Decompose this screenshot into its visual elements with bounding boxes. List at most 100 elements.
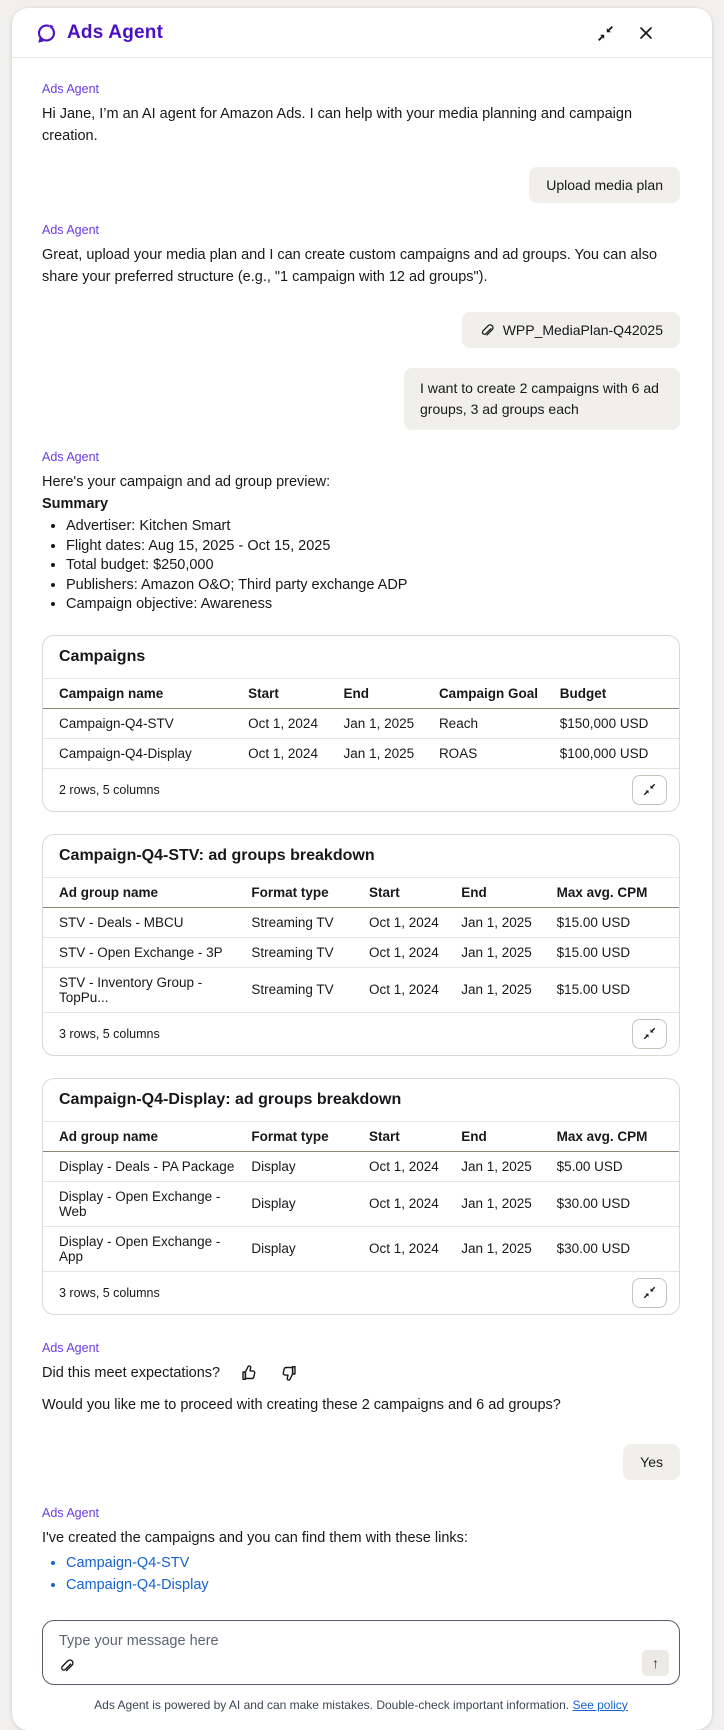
send-button[interactable]: ↑ xyxy=(642,1649,669,1676)
uploaded-file-chip: WPP_MediaPlan-Q42025 xyxy=(461,312,680,348)
table-title: Campaign-Q4-STV: ad groups breakdown xyxy=(43,835,679,878)
table-cell: Display - Open Exchange - Web xyxy=(43,1181,244,1227)
thumbs-down-button[interactable] xyxy=(278,1362,300,1384)
campaigns-table-card: Campaigns Campaign name Start End Campai… xyxy=(42,634,680,812)
see-policy-link[interactable]: See policy xyxy=(572,1697,628,1712)
table-cell: Display - Open Exchange - App xyxy=(43,1226,244,1272)
campaign-links-list: Campaign-Q4-STV Campaign-Q4-Display xyxy=(42,1552,680,1596)
proceed-question: Would you like me to proceed with creati… xyxy=(42,1396,561,1413)
list-item: Campaign-Q4-STV xyxy=(66,1552,680,1574)
display-adgroups-table-card: Campaign-Q4-Display: ad groups breakdown… xyxy=(42,1077,680,1315)
message-composer: ↑ xyxy=(42,1619,680,1685)
agent-name-label: Ads Agent xyxy=(42,1340,99,1355)
table-cell: Oct 1, 2024 xyxy=(240,738,336,769)
table-cell: Oct 1, 2024 xyxy=(360,1181,454,1227)
column-header: Max avg. CPM xyxy=(548,877,679,908)
column-header: Start xyxy=(360,877,454,908)
column-header: End xyxy=(453,1121,549,1152)
send-arrow-icon: ↑ xyxy=(652,1654,659,1671)
agent-message: Ads Agent Here's your campaign and ad gr… xyxy=(42,450,680,615)
table-row: Display - Deals - PA Package Display Oct… xyxy=(43,1151,679,1182)
table-cell: $15.00 USD xyxy=(548,907,679,938)
table-cell: $150,000 USD xyxy=(551,708,679,739)
summary-item: Advertiser: Kitchen Smart xyxy=(66,517,680,537)
table-cell: ROAS xyxy=(430,738,552,769)
table-cell: $5.00 USD xyxy=(548,1151,679,1182)
paperclip-icon xyxy=(61,1658,74,1671)
message-input[interactable] xyxy=(57,1630,665,1655)
table-collapse-button[interactable] xyxy=(632,1018,667,1049)
table-cell: Jan 1, 2025 xyxy=(453,1181,549,1227)
table-cell: Oct 1, 2024 xyxy=(360,1226,454,1272)
summary-heading: Summary xyxy=(42,496,109,512)
paperclip-icon xyxy=(479,323,494,338)
agent-name-label: Ads Agent xyxy=(42,450,99,464)
table-cell: Display xyxy=(243,1181,361,1227)
summary-item: Campaign objective: Awareness xyxy=(66,595,680,615)
table-row: STV - Deals - MBCU Streaming TV Oct 1, 2… xyxy=(43,907,679,938)
list-item: Campaign-Q4-Display xyxy=(66,1574,680,1596)
campaign-link-stv[interactable]: Campaign-Q4-STV xyxy=(66,1554,190,1571)
feedback-question: Did this meet expectations? xyxy=(42,1364,221,1381)
table-cell: STV - Inventory Group - TopPu... xyxy=(43,967,244,1013)
table-cell: STV - Open Exchange - 3P xyxy=(43,937,244,968)
table-dimensions-label: 3 rows, 5 columns xyxy=(59,1026,160,1041)
yes-button[interactable]: Yes xyxy=(623,1443,680,1480)
table-collapse-button[interactable] xyxy=(632,774,667,805)
table-cell: $30.00 USD xyxy=(548,1226,679,1272)
table-row: STV - Open Exchange - 3P Streaming TV Oc… xyxy=(43,937,679,968)
file-name: WPP_MediaPlan-Q42025 xyxy=(502,322,663,338)
user-message-bubble: I want to create 2 campaigns with 6 ad g… xyxy=(404,368,680,430)
attach-file-button[interactable] xyxy=(56,1656,76,1676)
column-header: Ad group name xyxy=(43,1121,244,1152)
table-cell: Oct 1, 2024 xyxy=(360,937,454,968)
table-cell: $30.00 USD xyxy=(548,1181,679,1227)
ads-agent-logo-icon xyxy=(36,23,57,44)
agent-name-label: Ads Agent xyxy=(42,82,99,96)
summary-item: Total budget: $250,000 xyxy=(66,556,680,576)
campaign-link-display[interactable]: Campaign-Q4-Display xyxy=(66,1576,209,1593)
column-header: Ad group name xyxy=(43,877,244,908)
column-header: End xyxy=(335,678,431,709)
table-cell: Jan 1, 2025 xyxy=(453,1151,549,1182)
column-header: End xyxy=(453,877,549,908)
agent-message: Ads Agent Great, upload your media plan … xyxy=(42,223,680,288)
stv-adgroups-table-card: Campaign-Q4-STV: ad groups breakdown Ad … xyxy=(42,833,680,1056)
table-cell: Display xyxy=(243,1151,361,1182)
table-cell: STV - Deals - MBCU xyxy=(43,907,244,938)
table-cell: Oct 1, 2024 xyxy=(240,708,336,739)
column-header: Start xyxy=(360,1121,454,1152)
table-cell: Jan 1, 2025 xyxy=(453,937,549,968)
thumbs-down-icon xyxy=(282,1365,296,1381)
table-dimensions-label: 2 rows, 5 columns xyxy=(59,782,160,797)
table-cell: $15.00 USD xyxy=(548,937,679,968)
table-collapse-button[interactable] xyxy=(632,1277,667,1308)
table-cell: Streaming TV xyxy=(243,937,361,968)
minimize-button[interactable] xyxy=(595,23,616,44)
agent-message: Ads Agent Hi Jane, I’m an AI agent for A… xyxy=(42,82,680,147)
table-cell: Jan 1, 2025 xyxy=(335,738,431,769)
table-row: Campaign-Q4-Display Oct 1, 2024 Jan 1, 2… xyxy=(43,738,679,769)
ai-disclaimer: Ads Agent is powered by AI and can make … xyxy=(94,1697,628,1712)
summary-item: Publishers: Amazon O&O; Third party exch… xyxy=(66,576,680,596)
created-message-text: I've created the campaigns and you can f… xyxy=(42,1529,468,1546)
summary-item: Flight dates: Aug 15, 2025 - Oct 15, 202… xyxy=(66,537,680,557)
panel-title: Ads Agent xyxy=(67,22,164,43)
table-cell: Reach xyxy=(430,708,552,739)
preview-intro-text: Here's your campaign and ad group previe… xyxy=(42,474,331,490)
table-cell: Streaming TV xyxy=(243,967,361,1013)
panel-header: Ads Agent xyxy=(12,8,712,58)
agent-message-text: Hi Jane, I’m an AI agent for Amazon Ads.… xyxy=(42,106,633,144)
column-header: Max avg. CPM xyxy=(548,1121,679,1152)
campaigns-table: Campaign name Start End Campaign Goal Bu… xyxy=(43,678,679,769)
table-row: STV - Inventory Group - TopPu... Streami… xyxy=(43,967,679,1013)
collapse-arrows-icon xyxy=(598,25,613,41)
thumbs-up-button[interactable] xyxy=(238,1362,260,1384)
collapse-arrows-icon xyxy=(643,783,656,796)
table-cell: Oct 1, 2024 xyxy=(360,967,454,1013)
upload-media-plan-button[interactable]: Upload media plan xyxy=(529,167,680,203)
table-cell: Oct 1, 2024 xyxy=(360,907,454,938)
table-dimensions-label: 3 rows, 5 columns xyxy=(59,1285,160,1300)
close-button[interactable] xyxy=(636,23,656,43)
table-cell: $15.00 USD xyxy=(548,967,679,1013)
